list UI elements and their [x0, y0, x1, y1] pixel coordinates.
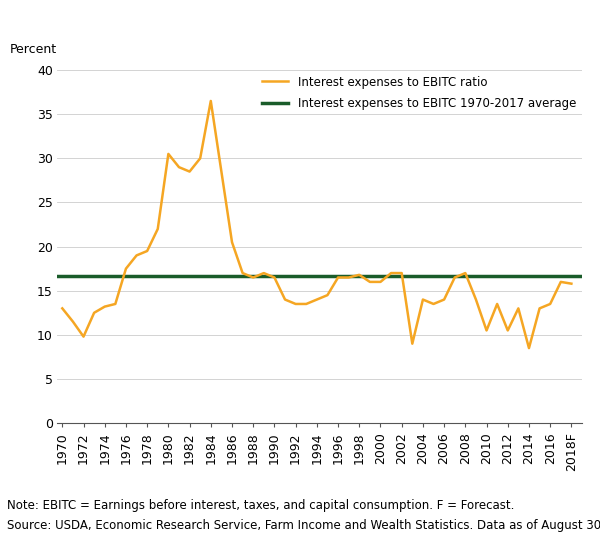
Text: Source: USDA, Economic Research Service, Farm Income and Wealth Statistics. Data: Source: USDA, Economic Research Service,… [7, 519, 600, 531]
Legend: Interest expenses to EBITC ratio, Interest expenses to EBITC 1970-2017 average: Interest expenses to EBITC ratio, Intere… [262, 76, 576, 110]
Text: Percent: Percent [10, 43, 57, 56]
Text: Farm sector interest expenses to EBITC ratio and 1970-2017 longrun average: Farm sector interest expenses to EBITC r… [0, 12, 600, 27]
Text: Note: EBITC = Earnings before interest, taxes, and capital consumption. F = Fore: Note: EBITC = Earnings before interest, … [7, 499, 515, 512]
